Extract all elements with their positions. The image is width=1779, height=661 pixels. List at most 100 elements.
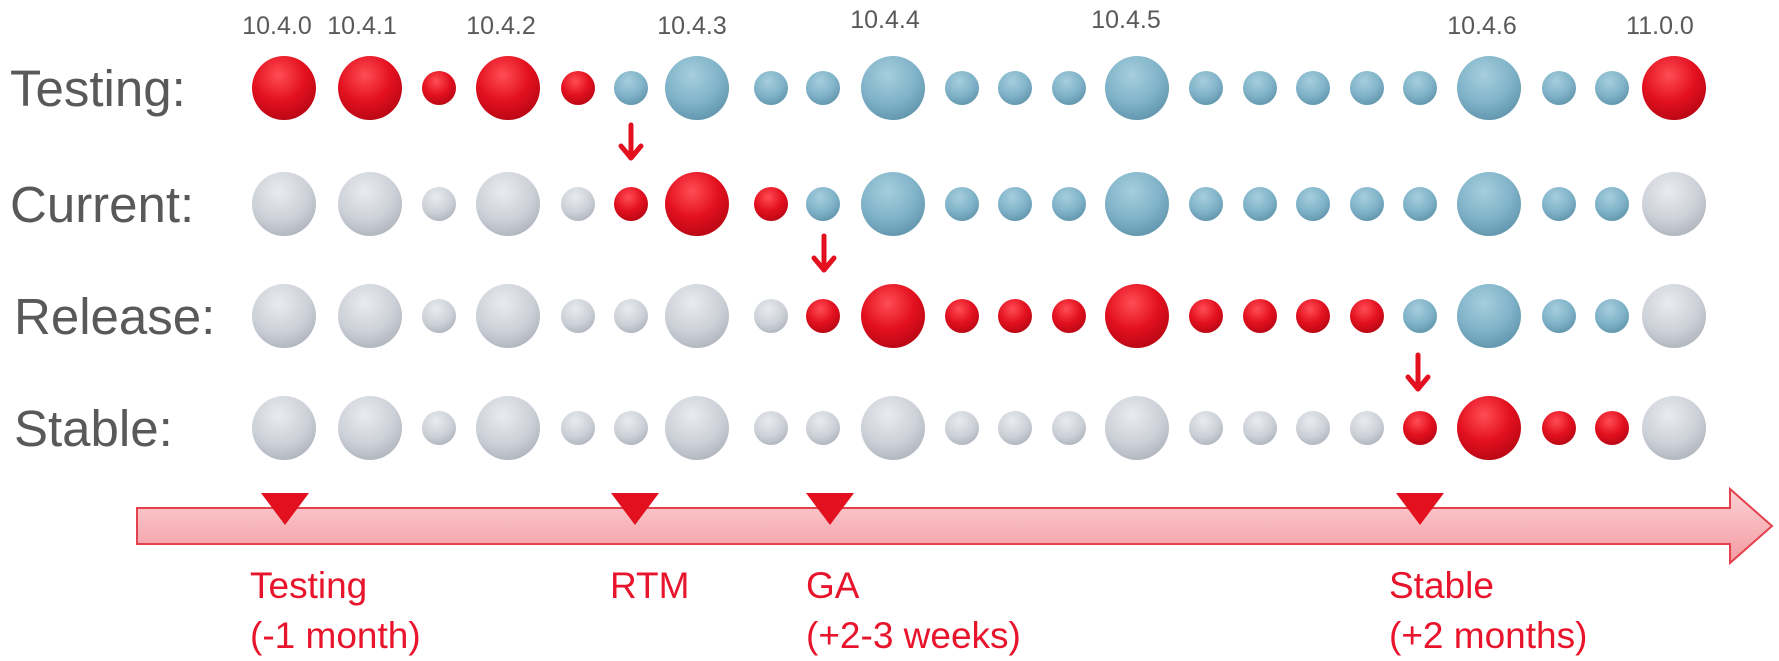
version-labels: 10.4.0 10.4.1 10.4.2 10.4.3 10.4.4 10.4.… xyxy=(242,6,1694,40)
gray-release-bubble xyxy=(806,411,840,445)
gray-release-bubble xyxy=(754,299,788,333)
gray-release-bubble xyxy=(561,411,595,445)
down-arrow-icon xyxy=(1405,352,1431,392)
blue-release-bubble xyxy=(665,56,729,120)
gray-release-bubble xyxy=(252,396,316,460)
milestone-ga: GA xyxy=(806,565,860,606)
row-label-testing: Testing: xyxy=(10,60,186,117)
gray-release-bubble xyxy=(1243,411,1277,445)
milestone-labels: Testing (-1 month) RTM GA (+2-3 weeks) S… xyxy=(250,565,1587,656)
milestone-rtm: RTM xyxy=(610,565,689,606)
down-arrow-icon xyxy=(811,233,837,273)
red-release-bubble xyxy=(1403,411,1437,445)
down-arrow-icon xyxy=(618,122,644,161)
blue-release-bubble xyxy=(1296,187,1330,221)
blue-release-bubble xyxy=(1457,284,1521,348)
gray-release-bubble xyxy=(614,299,648,333)
version-label: 10.4.2 xyxy=(466,12,536,40)
gray-release-bubble xyxy=(1052,411,1086,445)
blue-release-bubble xyxy=(1542,299,1576,333)
red-release-bubble xyxy=(998,299,1032,333)
blue-release-bubble xyxy=(1105,172,1169,236)
blue-release-bubble xyxy=(1595,299,1629,333)
gray-release-bubble xyxy=(614,411,648,445)
blue-release-bubble xyxy=(998,187,1032,221)
red-release-bubble xyxy=(1350,299,1384,333)
version-label: 10.4.4 xyxy=(850,6,920,34)
red-release-bubble xyxy=(1542,411,1576,445)
gray-release-bubble xyxy=(338,172,402,236)
gray-release-bubble xyxy=(754,411,788,445)
milestone-stable-detail: (+2 months) xyxy=(1389,615,1587,656)
red-release-bubble xyxy=(945,299,979,333)
gray-release-bubble xyxy=(1189,411,1223,445)
gray-release-bubble xyxy=(252,172,316,236)
gray-release-bubble xyxy=(998,411,1032,445)
milestone-markers xyxy=(261,493,1444,525)
triangle-marker-icon xyxy=(611,493,659,525)
gray-release-bubble xyxy=(422,187,456,221)
red-release-bubble xyxy=(754,187,788,221)
blue-release-bubble xyxy=(1189,187,1223,221)
blue-release-bubble xyxy=(1350,187,1384,221)
blue-release-bubble xyxy=(1189,71,1223,105)
triangle-marker-icon xyxy=(1396,493,1444,525)
red-release-bubble xyxy=(1457,396,1521,460)
blue-release-bubble xyxy=(1403,187,1437,221)
bubble-row-stable xyxy=(252,396,1706,460)
bubble-grid xyxy=(252,56,1706,460)
red-release-bubble xyxy=(1105,284,1169,348)
red-release-bubble xyxy=(1595,411,1629,445)
gray-release-bubble xyxy=(561,187,595,221)
blue-release-bubble xyxy=(754,71,788,105)
row-label-release: Release: xyxy=(14,288,215,345)
red-release-bubble xyxy=(1189,299,1223,333)
gray-release-bubble xyxy=(1642,284,1706,348)
gray-release-bubble xyxy=(422,299,456,333)
blue-release-bubble xyxy=(1243,71,1277,105)
gray-release-bubble xyxy=(252,284,316,348)
blue-release-bubble xyxy=(1052,71,1086,105)
bubble-row-release xyxy=(252,284,1706,348)
gray-release-bubble xyxy=(422,411,456,445)
red-release-bubble xyxy=(806,299,840,333)
blue-release-bubble xyxy=(861,56,925,120)
blue-release-bubble xyxy=(1542,71,1576,105)
gray-release-bubble xyxy=(945,411,979,445)
version-label: 10.4.6 xyxy=(1447,12,1517,40)
triangle-marker-icon xyxy=(261,493,309,525)
milestone-testing: Testing xyxy=(250,565,367,606)
blue-release-bubble xyxy=(1105,56,1169,120)
blue-release-bubble xyxy=(998,71,1032,105)
gray-release-bubble xyxy=(861,396,925,460)
version-label: 10.4.0 xyxy=(242,12,312,40)
version-label: 11.0.0 xyxy=(1626,12,1694,40)
blue-release-bubble xyxy=(1403,71,1437,105)
gray-release-bubble xyxy=(561,299,595,333)
blue-release-bubble xyxy=(1403,299,1437,333)
red-release-bubble xyxy=(422,71,456,105)
gray-release-bubble xyxy=(476,396,540,460)
gray-release-bubble xyxy=(1296,411,1330,445)
red-release-bubble xyxy=(1243,299,1277,333)
red-release-bubble xyxy=(1296,299,1330,333)
red-release-bubble xyxy=(252,56,316,120)
red-release-bubble xyxy=(561,71,595,105)
gray-release-bubble xyxy=(1642,396,1706,460)
gray-release-bubble xyxy=(665,396,729,460)
timeline-arrow xyxy=(136,486,1774,566)
blue-release-bubble xyxy=(1595,71,1629,105)
blue-release-bubble xyxy=(1350,71,1384,105)
row-labels: Testing: Current: Release: Stable: xyxy=(10,60,215,457)
gray-release-bubble xyxy=(476,284,540,348)
milestone-testing-detail: (-1 month) xyxy=(250,615,421,656)
blue-release-bubble xyxy=(861,172,925,236)
gray-release-bubble xyxy=(476,172,540,236)
blue-release-bubble xyxy=(1595,187,1629,221)
gray-release-bubble xyxy=(338,396,402,460)
blue-release-bubble xyxy=(1457,172,1521,236)
version-label: 10.4.5 xyxy=(1091,6,1161,34)
gray-release-bubble xyxy=(1105,396,1169,460)
red-release-bubble xyxy=(665,172,729,236)
gray-release-bubble xyxy=(338,284,402,348)
